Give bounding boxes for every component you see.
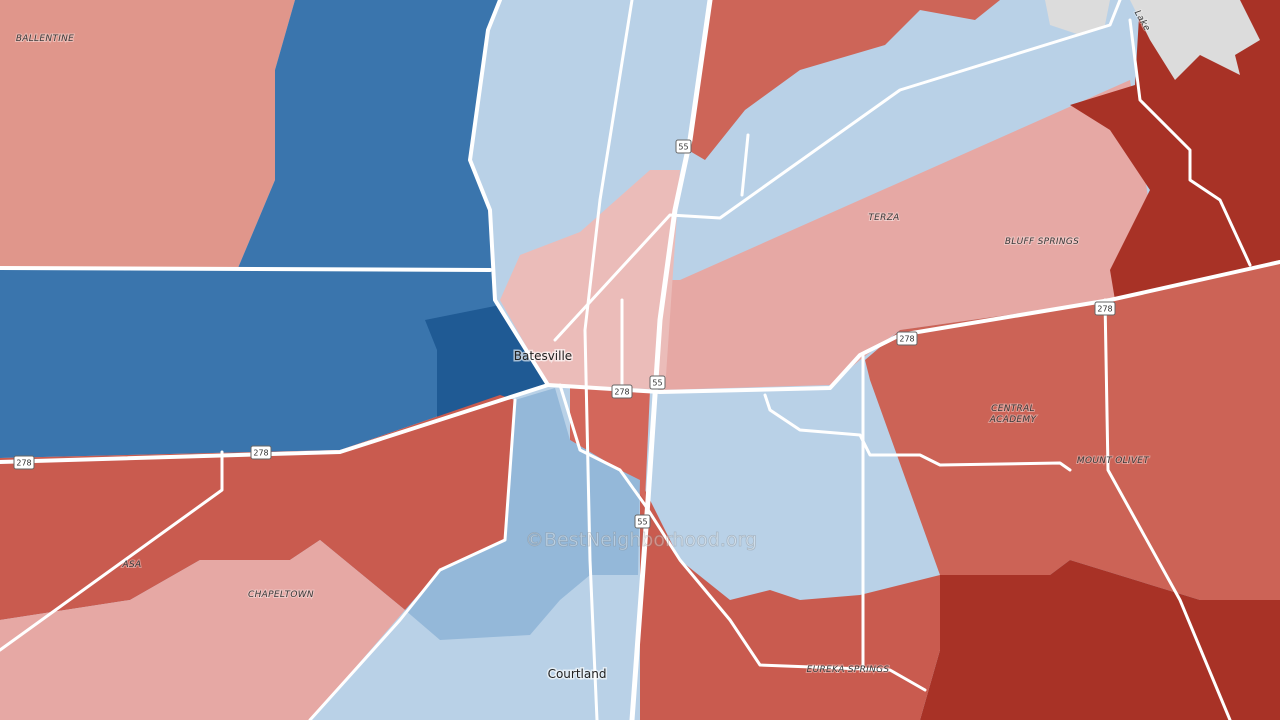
- region: [425, 305, 548, 418]
- road: [553, 0, 1122, 342]
- place-label: TERZA: [868, 213, 899, 223]
- road: [0, 450, 224, 652]
- shield: 55: [634, 514, 651, 529]
- region: [865, 260, 1280, 600]
- region: [570, 385, 650, 500]
- region: [0, 540, 405, 720]
- region: [0, 0, 548, 458]
- place-label: BLUFF SPRINGS: [1005, 237, 1079, 247]
- road: [583, 0, 634, 720]
- shields: 55 55 55 278 278 278 278 278: [13, 139, 1116, 529]
- shield-label: 278: [16, 459, 31, 468]
- region: [920, 560, 1280, 720]
- town-label: Batesville: [514, 349, 572, 363]
- shield: 278: [896, 331, 918, 346]
- place-label: ASA: [122, 560, 142, 570]
- road: [0, 383, 550, 464]
- shield: 278: [250, 445, 272, 460]
- region: [640, 480, 940, 720]
- region: [0, 395, 515, 620]
- town-label: Courtland: [548, 667, 607, 681]
- region: [688, 0, 1000, 160]
- road: [629, 0, 713, 720]
- shield-label: 55: [637, 518, 647, 527]
- shield-label: 278: [899, 335, 914, 344]
- shield-label: 278: [1097, 305, 1112, 314]
- road: [558, 383, 927, 692]
- region: [660, 80, 1150, 390]
- place-label: ACADEMY: [989, 415, 1038, 425]
- road: [1103, 298, 1232, 720]
- labels: BALLENTINE TERZA BLUFF SPRINGS CENTRAL A…: [15, 8, 1153, 683]
- place-label: CHAPELTOWN: [248, 590, 314, 600]
- shield: 278: [13, 455, 35, 470]
- road: [308, 398, 517, 720]
- place-label: CENTRAL: [991, 404, 1035, 414]
- place-label: BALLENTINE: [16, 34, 74, 44]
- place-label: MOUNT OLIVET: [1077, 456, 1150, 466]
- shield-label: 55: [678, 143, 688, 152]
- shield-label: 278: [253, 449, 268, 458]
- road: [740, 133, 750, 197]
- lake: [1045, 0, 1110, 35]
- shield: 278: [611, 384, 633, 399]
- watermark: ©BestNeighborhood.org: [525, 529, 757, 551]
- shield: 55: [675, 139, 692, 154]
- shield: 55: [649, 375, 666, 390]
- lake: [1130, 0, 1260, 80]
- shield-label: 278: [614, 388, 629, 397]
- road: [0, 266, 492, 272]
- region: [1070, 0, 1280, 300]
- road: [763, 393, 1072, 472]
- road: [1128, 18, 1252, 267]
- road: [468, 0, 1280, 394]
- region: [0, 0, 295, 268]
- shield: 278: [1094, 301, 1116, 316]
- shield-label: 55: [652, 379, 662, 388]
- place-label: EUREKA SPRINGS: [807, 665, 890, 675]
